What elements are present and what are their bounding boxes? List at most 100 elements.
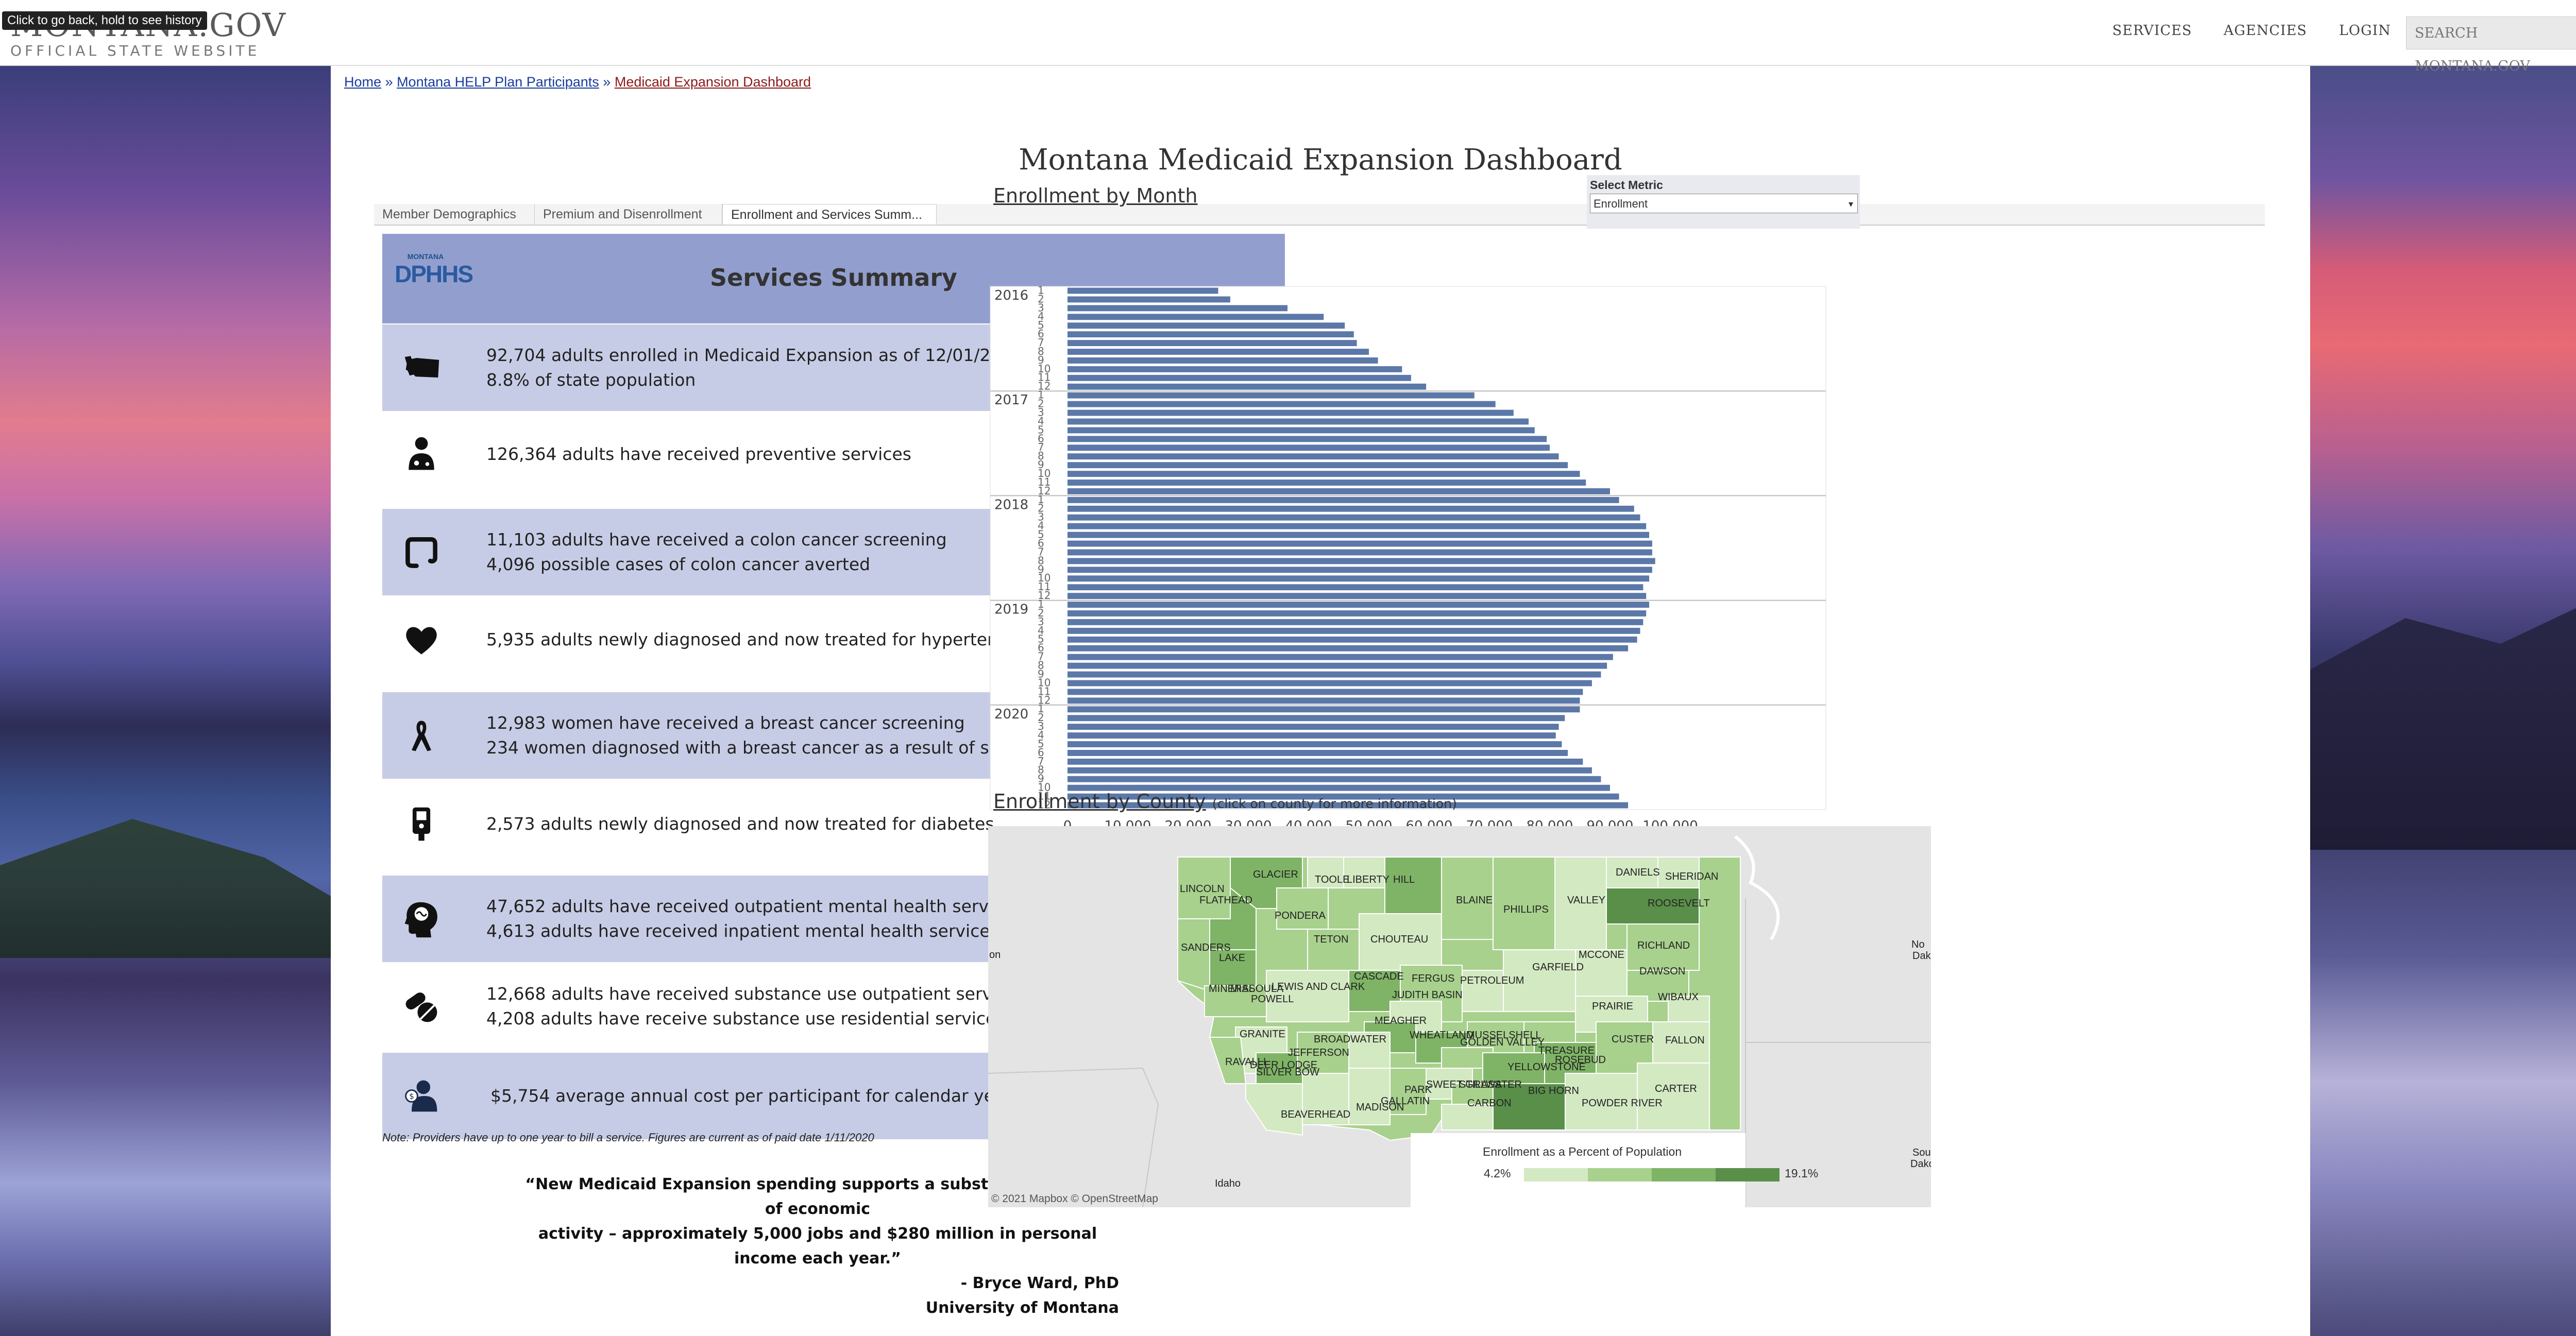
bar[interactable] [1067,602,1650,608]
breadcrumb-current[interactable]: Medicaid Expansion Dashboard [614,74,811,90]
bar[interactable] [1067,523,1647,529]
bar[interactable] [1067,514,1640,521]
brain-head-icon [404,902,437,938]
month-tick-label: 6 [1038,537,1044,549]
bar[interactable] [1067,462,1568,469]
county-label: MADISON [1356,1102,1404,1113]
county-label: JEFFERSON [1288,1047,1349,1058]
county-label: VALLEY [1567,895,1605,906]
bar[interactable] [1067,444,1550,451]
bar[interactable] [1067,453,1559,460]
bar[interactable] [1067,418,1529,425]
bar[interactable] [1067,401,1496,407]
tab-member-demographics[interactable]: Member Demographics [374,204,535,225]
tab-premium-disenrollment[interactable]: Premium and Disenrollment [535,204,722,225]
bar[interactable] [1067,296,1230,303]
county-lewis-and-clark[interactable] [1266,970,1349,1022]
bar[interactable] [1067,636,1637,643]
county-carter[interactable] [1637,1063,1710,1131]
county-sanders[interactable] [1177,918,1210,992]
bar[interactable] [1067,331,1354,338]
bar[interactable] [1067,715,1565,722]
bar[interactable] [1067,767,1592,774]
bar[interactable] [1067,662,1607,669]
breadcrumb-home[interactable]: Home [344,74,382,90]
bar[interactable] [1067,619,1643,625]
bar[interactable] [1067,322,1345,329]
month-tick-label: 5 [1038,633,1044,645]
bar[interactable] [1067,627,1640,634]
county-hill[interactable] [1384,857,1442,914]
bar[interactable] [1067,496,1619,503]
breadcrumb-parent[interactable]: Montana HELP Plan Participants [397,74,599,90]
bar[interactable] [1067,349,1369,355]
bar[interactable] [1067,671,1601,678]
bar[interactable] [1067,697,1580,704]
bar[interactable] [1067,802,1629,809]
bar[interactable] [1067,383,1427,390]
county-label: WHEATLAND [1410,1030,1473,1041]
bar[interactable] [1067,549,1652,556]
enrollment-by-county-map[interactable]: on Idaho No Dak Sout Dakot [988,826,1931,1207]
county-phillips[interactable] [1493,857,1555,950]
county-beaverhead[interactable] [1245,1083,1303,1136]
month-tick-label: 3 [1038,720,1044,732]
county-pondera[interactable] [1276,887,1329,930]
bar[interactable] [1067,575,1650,582]
bar[interactable] [1067,505,1634,512]
bar[interactable] [1067,287,1218,294]
search-input[interactable]: SEARCH MONTANA.GOV [2406,16,2576,74]
month-tick-label: 1 [1038,703,1044,715]
bar[interactable] [1067,357,1378,364]
service-row-preventive: 126,364 adults have received preventive … [382,411,1285,498]
bar[interactable] [1067,488,1610,494]
bar[interactable] [1067,776,1601,782]
bar[interactable] [1067,758,1583,765]
county-label: BLAINE [1456,895,1493,906]
nav-agencies[interactable]: AGENCIES [2224,23,2307,39]
service-row-text: 92,704 adults enrolled in Medicaid Expan… [486,343,1023,392]
bar[interactable] [1067,427,1535,434]
bar[interactable] [1067,724,1559,730]
bar[interactable] [1067,567,1652,573]
bar[interactable] [1067,584,1643,591]
bar[interactable] [1067,532,1650,538]
select-metric-dropdown[interactable]: Enrollment ▾ [1590,194,1858,213]
nav-services[interactable]: SERVICES [2112,23,2192,39]
map-attribution[interactable]: © 2021 Mapbox © OpenStreetMap [991,1193,1158,1205]
bar[interactable] [1067,750,1568,756]
county-label: RICHLAND [1637,940,1690,951]
bar[interactable] [1067,340,1357,346]
bar[interactable] [1067,706,1580,713]
bar[interactable] [1067,593,1647,600]
bar[interactable] [1067,471,1580,477]
county-richland[interactable] [1626,923,1700,971]
county-map-svg[interactable]: on Idaho No Dak Sout Dakot [988,826,1931,1207]
bar[interactable] [1067,409,1514,416]
bar[interactable] [1067,680,1592,687]
bar[interactable] [1067,610,1647,616]
bar[interactable] [1067,305,1288,312]
tab-enrollment-services[interactable]: Enrollment and Services Summ... [722,204,937,225]
year-label: 2020 [994,707,1028,722]
bar[interactable] [1067,732,1556,739]
legend-min-label: 4.2% [1484,1167,1511,1180]
bar[interactable] [1067,793,1619,800]
bar[interactable] [1067,784,1610,791]
bar[interactable] [1067,741,1562,747]
bar[interactable] [1067,689,1583,695]
bar[interactable] [1067,436,1547,442]
bar[interactable] [1067,645,1629,652]
bar[interactable] [1067,366,1402,372]
bar[interactable] [1067,558,1655,564]
bar[interactable] [1067,540,1652,547]
background-sunset-left [0,66,331,1336]
bar[interactable] [1067,314,1324,320]
bar[interactable] [1067,654,1613,660]
year-label: 2018 [994,497,1028,512]
bar[interactable] [1067,479,1586,486]
nav-login[interactable]: LOGIN [2339,23,2391,39]
bar[interactable] [1067,374,1411,381]
bar[interactable] [1067,392,1475,399]
